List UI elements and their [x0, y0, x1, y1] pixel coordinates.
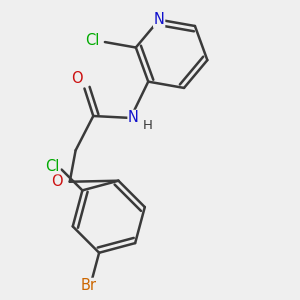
Text: N: N: [128, 110, 139, 125]
Text: O: O: [71, 71, 82, 86]
Text: O: O: [51, 174, 63, 189]
Text: N: N: [154, 12, 165, 27]
Text: H: H: [142, 119, 152, 132]
Text: Cl: Cl: [85, 33, 100, 48]
Text: Br: Br: [80, 278, 96, 293]
Text: Cl: Cl: [45, 159, 60, 174]
